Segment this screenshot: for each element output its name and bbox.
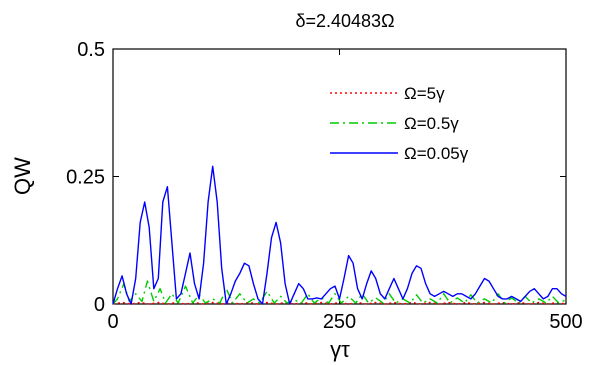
y-tick-label: 0.5	[77, 39, 105, 61]
series-line-3	[112, 165, 567, 305]
y-axis-label: QW	[10, 157, 35, 195]
legend-label-3: Ω=0.05γ	[404, 144, 469, 163]
y-tick-label: 0	[94, 294, 105, 316]
x-tick-label: 0	[107, 311, 118, 333]
legend: Ω=5γ Ω=0.5γ Ω=0.05γ	[330, 84, 469, 163]
chart-title: δ=2.40483Ω	[295, 11, 394, 31]
x-tick-label: 500	[549, 311, 582, 333]
y-tick-label: 0.25	[66, 167, 105, 189]
x-tick-label: 250	[323, 311, 356, 333]
series-line-1	[112, 301, 567, 305]
legend-label-1: Ω=5γ	[404, 84, 445, 103]
series-line-2	[112, 280, 567, 305]
x-axis-ticks: 0 250 500	[107, 49, 583, 333]
y-axis-ticks: 0 0.25 0.5	[66, 39, 566, 316]
x-axis-label: γτ	[330, 337, 350, 362]
legend-label-2: Ω=0.5γ	[404, 114, 459, 133]
plot-area-frame	[112, 48, 567, 305]
series-group	[112, 165, 567, 305]
